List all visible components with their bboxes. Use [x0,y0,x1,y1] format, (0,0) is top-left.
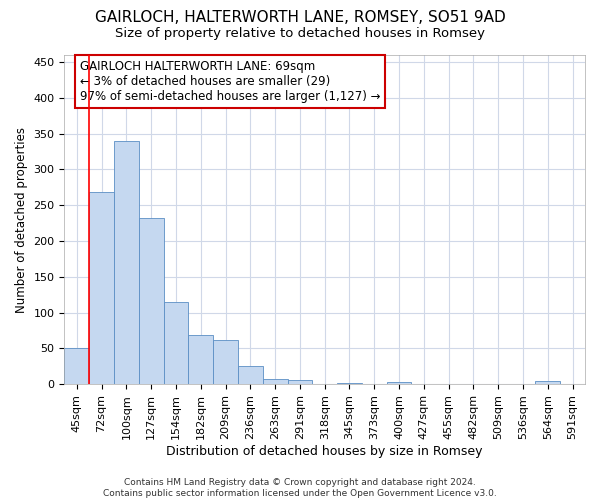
Bar [386,382,412,384]
Text: Size of property relative to detached houses in Romsey: Size of property relative to detached ho… [115,28,485,40]
Bar [287,380,313,384]
Bar [188,336,213,384]
Bar [164,302,188,384]
Text: Contains HM Land Registry data © Crown copyright and database right 2024.
Contai: Contains HM Land Registry data © Crown c… [103,478,497,498]
Text: GAIRLOCH, HALTERWORTH LANE, ROMSEY, SO51 9AD: GAIRLOCH, HALTERWORTH LANE, ROMSEY, SO51… [95,10,505,25]
X-axis label: Distribution of detached houses by size in Romsey: Distribution of detached houses by size … [166,444,483,458]
Y-axis label: Number of detached properties: Number of detached properties [15,126,28,312]
Bar [64,348,89,384]
Bar [89,192,114,384]
Bar [213,340,238,384]
Text: GAIRLOCH HALTERWORTH LANE: 69sqm
← 3% of detached houses are smaller (29)
97% of: GAIRLOCH HALTERWORTH LANE: 69sqm ← 3% of… [80,60,380,103]
Bar [535,380,560,384]
Bar [238,366,263,384]
Bar [263,379,287,384]
Bar [337,382,362,384]
Bar [114,141,139,384]
Bar [139,218,164,384]
